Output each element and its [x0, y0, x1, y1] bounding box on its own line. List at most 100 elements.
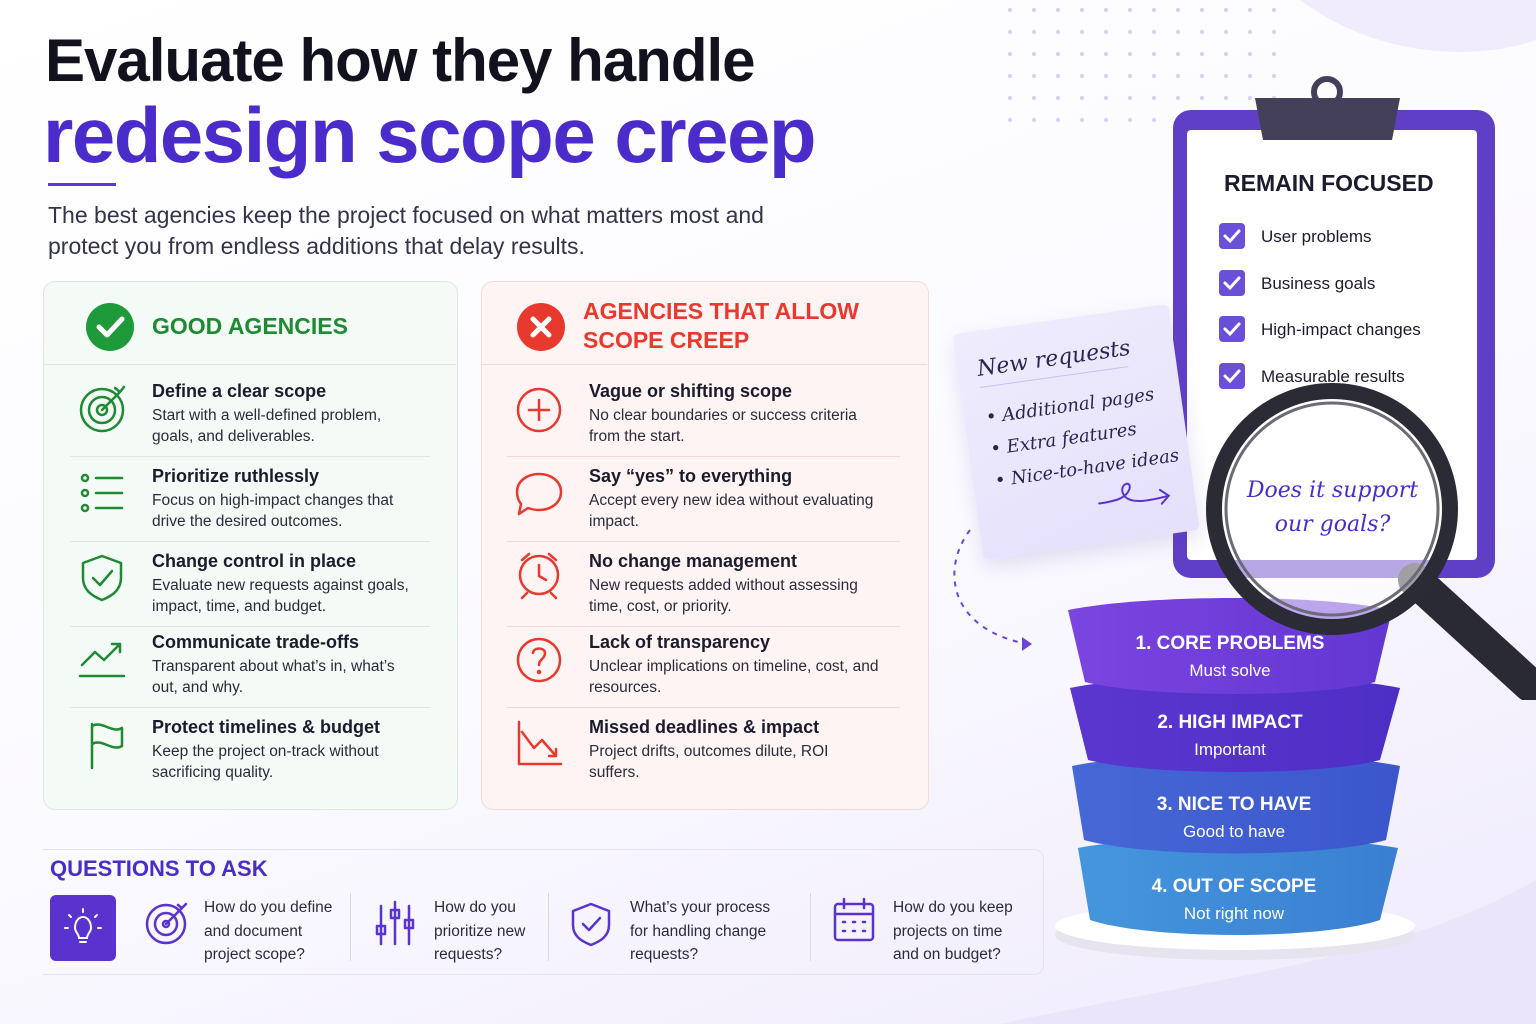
dot	[1055, 73, 1061, 79]
graphic	[1070, 676, 1400, 772]
dot	[1103, 29, 1109, 35]
divider	[507, 541, 900, 542]
x-badge	[517, 303, 565, 351]
note-arrow	[1098, 482, 1171, 505]
dot	[1271, 73, 1277, 79]
dot	[1199, 51, 1205, 57]
check	[1223, 322, 1241, 337]
dashed-arrow	[953, 529, 1032, 651]
questions-title: QUESTIONS TO ASK	[50, 856, 268, 881]
dot	[1007, 95, 1013, 101]
divider	[70, 626, 430, 627]
item-desc: Focus on high-impact changes that drive …	[152, 492, 394, 530]
dot	[1127, 7, 1133, 13]
question: How do you prioritize new requests?	[434, 899, 526, 963]
separator	[810, 893, 811, 961]
graphic	[571, 902, 611, 947]
graphic	[161, 919, 171, 929]
graphic	[1398, 563, 1536, 700]
dot	[1175, 73, 1181, 79]
check-badge	[86, 303, 134, 351]
item-desc: Project drifts, outcomes dilute, ROI suf…	[589, 743, 829, 781]
list-item: Lack of transparency Unclear implications…	[589, 632, 879, 698]
level-title: 3. NICE TO HAVE	[1156, 794, 1312, 815]
dot	[1223, 51, 1229, 57]
graphic	[389, 908, 401, 920]
dot	[1175, 7, 1181, 13]
dot	[1175, 29, 1181, 35]
dot	[1127, 51, 1133, 57]
lightbulb-tile	[50, 895, 116, 961]
graphic	[530, 316, 552, 338]
dot	[1055, 95, 1061, 101]
graphic	[1098, 482, 1171, 505]
checkbox	[1219, 316, 1245, 343]
check	[1223, 276, 1241, 290]
list-item: Change control in place Evaluate new requ…	[152, 551, 422, 617]
graphic	[64, 908, 102, 943]
check	[1223, 369, 1241, 384]
graphic	[1223, 369, 1241, 384]
questions-box	[43, 849, 1044, 975]
dot	[1079, 73, 1085, 79]
dot	[1127, 73, 1133, 79]
question: How do you define and document project s…	[204, 899, 333, 963]
dot	[1103, 95, 1109, 101]
good-title: GOOD AGENCIES	[152, 313, 348, 339]
graphic	[1224, 401, 1440, 617]
dot	[1031, 51, 1037, 57]
question: How do you keep projects on time and on …	[893, 899, 1013, 963]
title: Evaluate how they handle	[45, 27, 756, 94]
graphic	[403, 918, 415, 930]
dot	[1103, 51, 1109, 57]
item-title: Communicate trade-offs	[152, 632, 360, 652]
list-item: Prioritize ruthlessly Focus on high-impac…	[152, 466, 422, 532]
good-panel	[43, 281, 458, 810]
dot	[1079, 95, 1085, 101]
dot	[1007, 73, 1013, 79]
divider	[507, 626, 900, 627]
graphic	[953, 529, 1029, 645]
funnel-level: 2. HIGH IMPACT Important	[1080, 712, 1380, 760]
question: What’s your process for handling change …	[630, 899, 771, 963]
list-item: No change management New requests added w…	[589, 551, 879, 617]
graphic	[96, 316, 125, 338]
graphic	[164, 902, 188, 926]
list-item: Communicate trade-offs Transparent about …	[152, 632, 422, 698]
item-title: Vague or shifting scope	[589, 381, 793, 401]
separator	[350, 893, 351, 961]
dot	[1127, 29, 1133, 35]
divider	[70, 456, 430, 457]
graphic	[841, 920, 867, 933]
item-desc: Unclear implications on timeline, cost, …	[589, 658, 879, 696]
graphic	[153, 911, 179, 937]
dot	[1175, 51, 1181, 57]
list-item: Vague or shifting scope No clear boundari…	[589, 381, 879, 447]
dot	[1079, 7, 1085, 13]
level-subtitle: Not right now	[1183, 904, 1285, 923]
graphic	[833, 902, 875, 942]
dot	[1151, 29, 1157, 35]
graphic	[145, 897, 875, 947]
list-item: Protect timelines & budget Keep the proje…	[152, 717, 422, 783]
item-desc: Accept every new idea without evaluating…	[589, 492, 874, 530]
dot	[1223, 29, 1229, 35]
dot	[1127, 95, 1133, 101]
dot	[1103, 7, 1109, 13]
dot	[1223, 73, 1229, 79]
swoosh	[1000, 880, 1536, 1024]
item-desc: Evaluate new requests against goals, imp…	[152, 577, 409, 615]
dot	[1151, 73, 1157, 79]
dot	[1151, 51, 1157, 57]
dot	[1271, 29, 1277, 35]
funnel-level: 1. CORE PROBLEMS Must solve	[1080, 633, 1380, 681]
item-title: Prioritize ruthlessly	[152, 466, 320, 486]
check	[1223, 229, 1241, 244]
dot	[1007, 29, 1013, 35]
subtitle: The best agencies keep the project focus…	[48, 202, 764, 259]
checklist-item: High-impact changes	[1261, 320, 1421, 340]
dot	[1079, 29, 1085, 35]
graphic	[1078, 837, 1398, 935]
dot	[1247, 7, 1253, 13]
